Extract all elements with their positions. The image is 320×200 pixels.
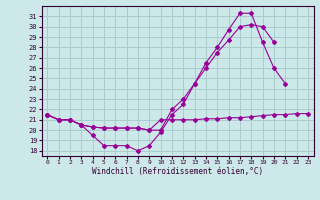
X-axis label: Windchill (Refroidissement éolien,°C): Windchill (Refroidissement éolien,°C): [92, 167, 263, 176]
